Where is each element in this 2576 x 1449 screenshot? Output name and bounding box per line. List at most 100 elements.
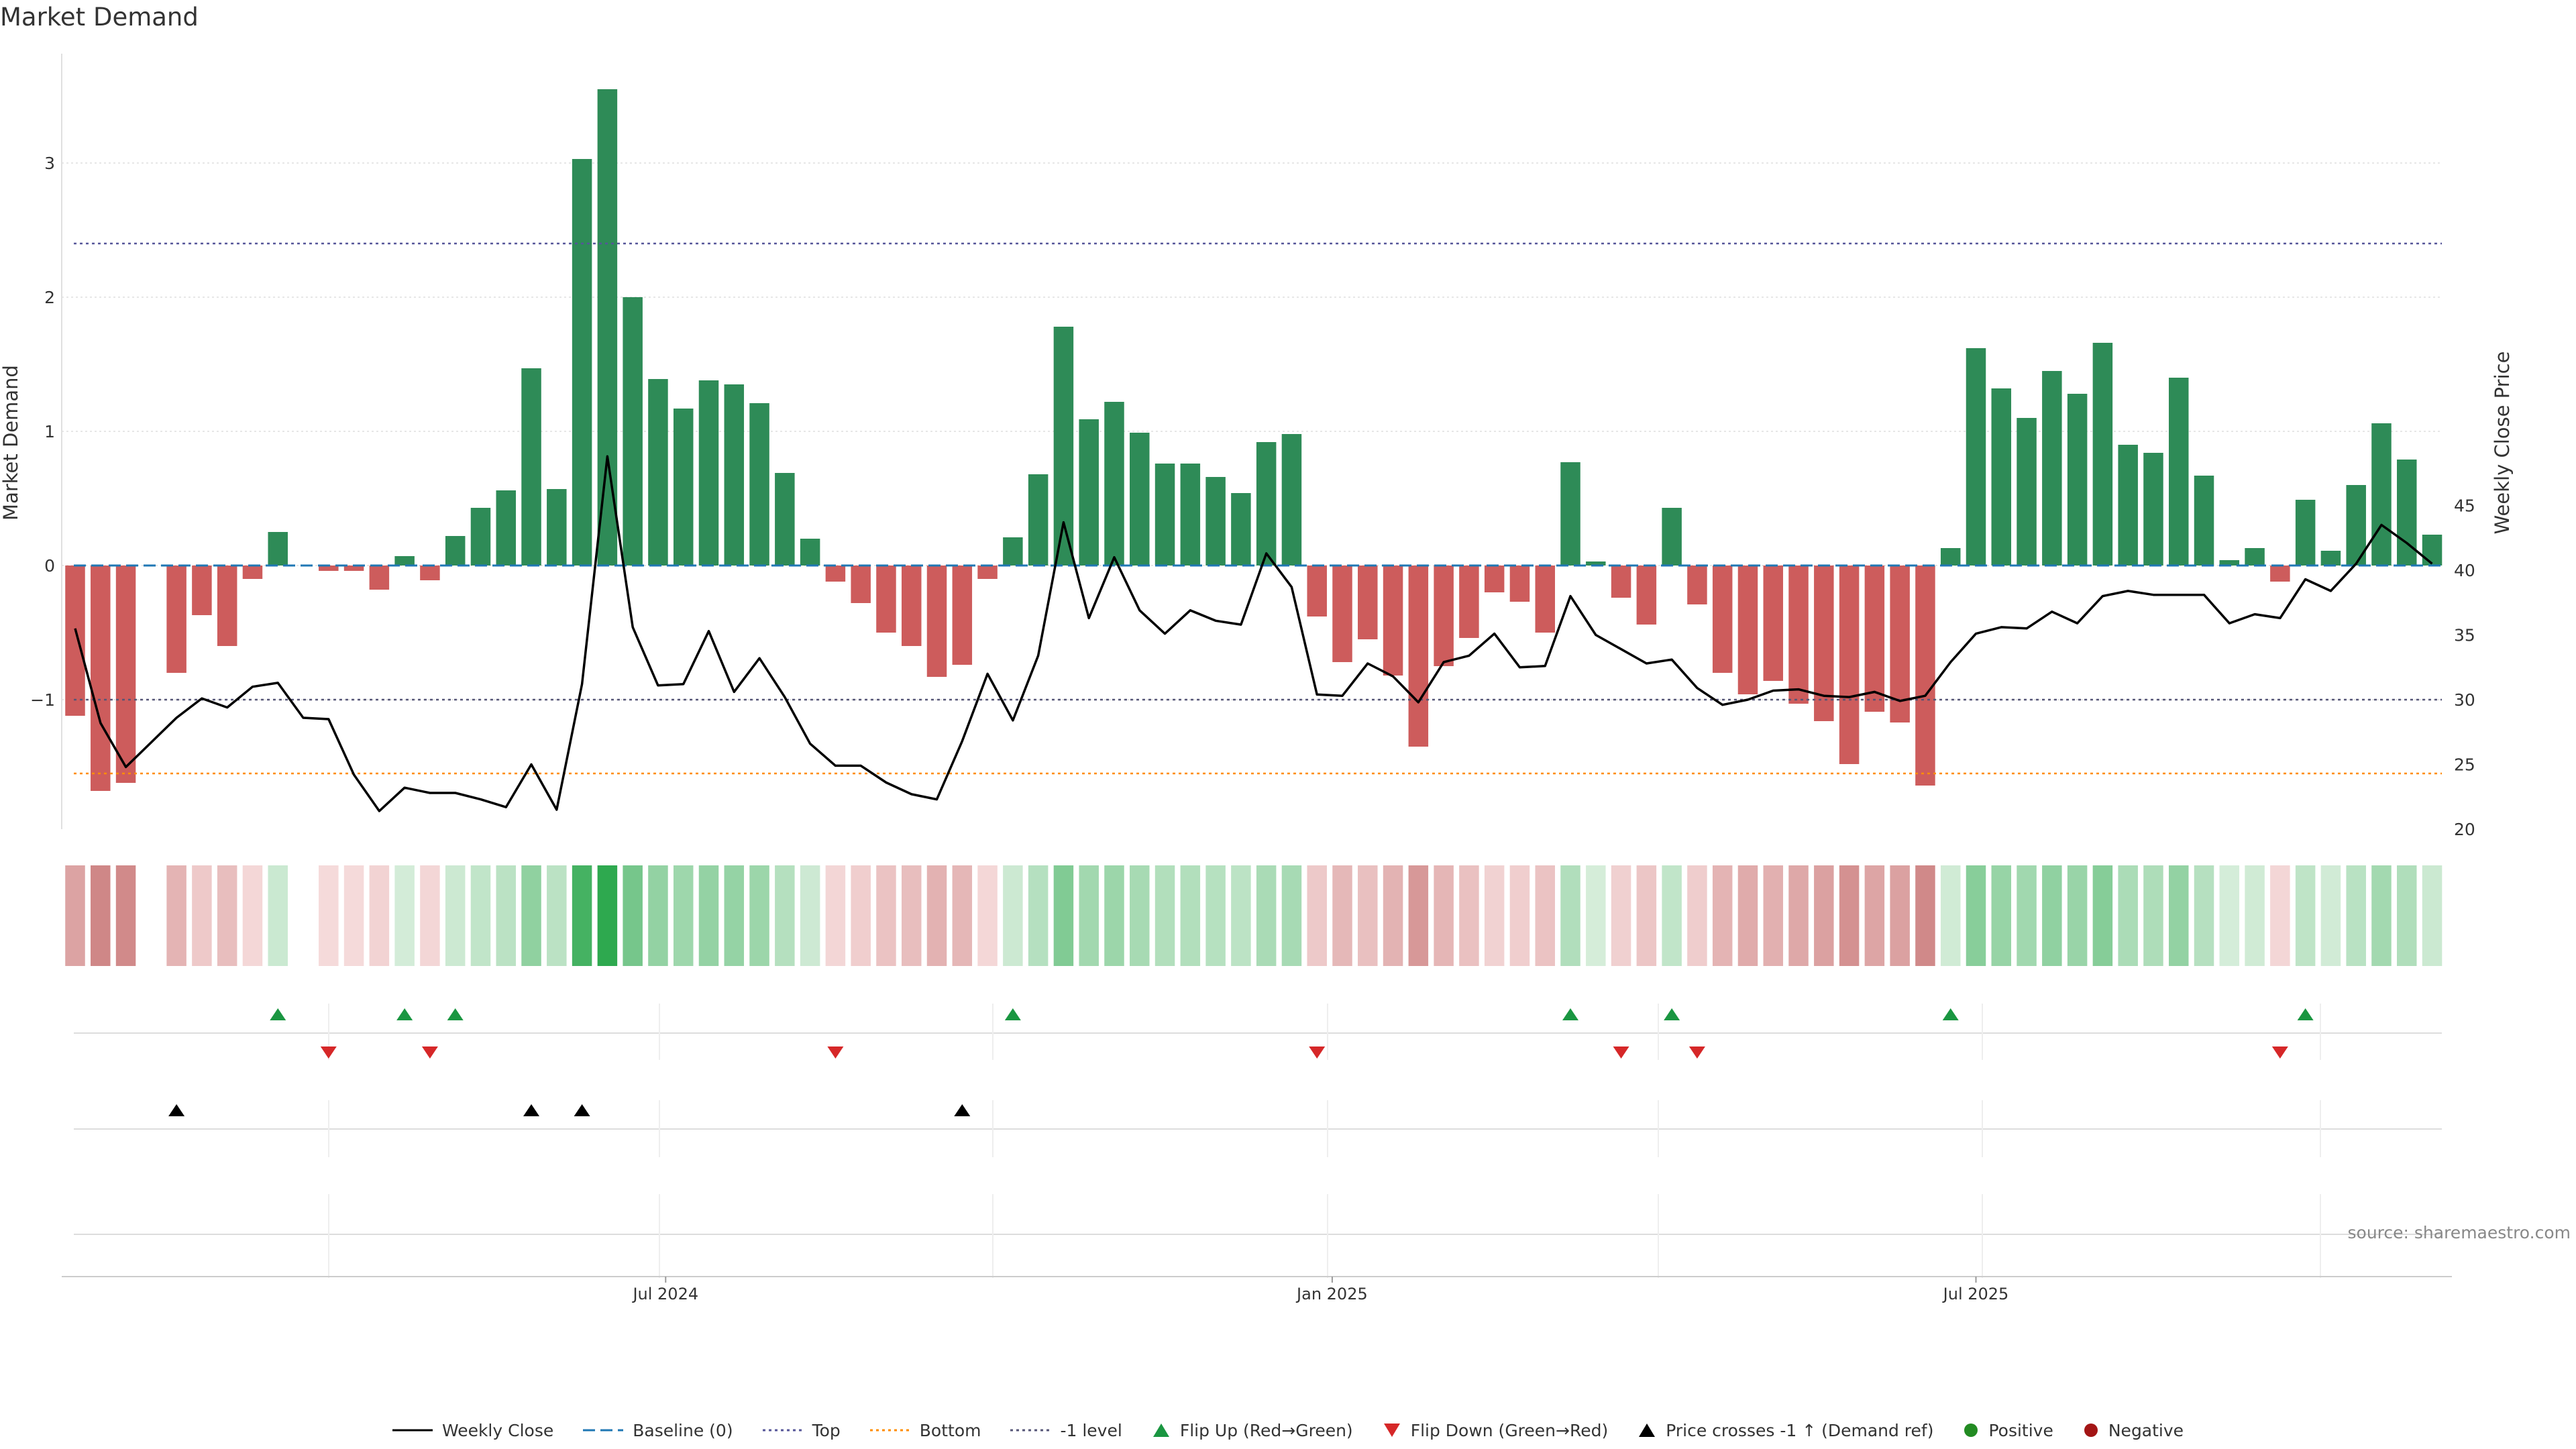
demand-bar — [2295, 500, 2316, 566]
heat-cell — [2017, 865, 2037, 966]
heat-cell — [1636, 865, 1657, 966]
legend-baseline: Baseline (0) — [583, 1421, 733, 1440]
demand-bar — [901, 566, 922, 646]
flip-up-marker — [1664, 1008, 1680, 1020]
heat-cell — [673, 865, 694, 966]
demand-bar — [2143, 453, 2163, 566]
heat-cell — [394, 865, 415, 966]
y-tick-label: 2 — [44, 288, 55, 307]
y-tick-label: 1 — [44, 422, 55, 441]
heat-cell — [1155, 865, 1175, 966]
heat-cell — [1890, 865, 1910, 966]
heat-cell — [1003, 865, 1023, 966]
demand-bar — [1205, 477, 1226, 566]
legend-flip-up-label: Flip Up (Red→Green) — [1179, 1420, 1353, 1440]
heat-cell — [1028, 865, 1049, 966]
heat-cell — [1788, 865, 1809, 966]
heat-cell — [2397, 865, 2417, 966]
demand-bar — [1966, 348, 1986, 566]
demand-bar — [268, 532, 288, 566]
flip-down-marker — [827, 1046, 844, 1059]
demand-bar — [800, 539, 820, 566]
demand-bar — [1028, 474, 1049, 566]
heat-cell — [1712, 865, 1733, 966]
heat-cell — [1434, 865, 1454, 966]
demand-bar — [2042, 371, 2062, 566]
demand-bar — [2118, 445, 2138, 566]
heat-cell — [2194, 865, 2214, 966]
legend-negative: Negative — [2083, 1421, 2184, 1440]
y2-tick-label: 45 — [2454, 496, 2475, 516]
event-markers — [74, 1004, 2442, 1278]
heat-cell — [775, 865, 795, 966]
demand-bar — [1586, 561, 1606, 566]
demand-bar — [217, 566, 237, 646]
heat-cell — [977, 865, 998, 966]
reference-lines — [74, 242, 2442, 775]
x-axis: Jul 2024 Jan 2025 Jul 2025 — [62, 1276, 2452, 1303]
demand-bars — [65, 89, 2443, 791]
demand-bar — [623, 297, 643, 566]
price-cross-marker — [168, 1104, 185, 1116]
heat-cell — [2219, 865, 2240, 966]
y-tick-label: 0 — [44, 556, 55, 576]
heat-cell — [1991, 865, 2012, 966]
demand-bar — [319, 566, 339, 571]
y-tick-label: 3 — [44, 154, 55, 173]
demand-bar — [2270, 566, 2290, 582]
legend-top-label: Top — [812, 1420, 841, 1440]
flip-up-marker — [447, 1008, 464, 1020]
heat-cell — [623, 865, 643, 966]
heat-cell — [1940, 865, 1961, 966]
demand-bar — [1737, 566, 1758, 694]
heat-cell — [166, 865, 186, 966]
demand-bar — [1687, 566, 1707, 604]
demand-bar — [1814, 566, 1834, 721]
demand-bar — [1180, 464, 1201, 566]
heat-cell — [952, 865, 973, 966]
demand-bar — [1155, 464, 1175, 566]
heat-cell — [825, 865, 846, 966]
y-axis-label: Market Demand — [0, 365, 22, 521]
demand-bar — [1940, 548, 1961, 566]
heat-cell — [2143, 865, 2163, 966]
heat-cell — [268, 865, 288, 966]
heat-cell — [1459, 865, 1479, 966]
demand-bar — [521, 368, 541, 566]
heat-cell — [1408, 865, 1429, 966]
heat-cell — [1814, 865, 1834, 966]
demand-bar — [369, 566, 390, 590]
demand-bar — [851, 566, 871, 603]
heat-cell — [800, 865, 820, 966]
price-cross-swatch — [1639, 1424, 1656, 1437]
heat-cell — [2270, 865, 2290, 966]
demand-bar — [1130, 433, 1150, 566]
heat-cell — [470, 865, 491, 966]
heat-cell — [65, 865, 85, 966]
heat-cell — [1966, 865, 1986, 966]
legend-top: Top — [762, 1420, 841, 1440]
demand-bar — [1712, 566, 1733, 673]
demand-bar — [1662, 508, 1682, 566]
y-tick-label: −1 — [30, 690, 55, 710]
legend-minus-one-label: -1 level — [1060, 1420, 1122, 1440]
heat-cell — [1864, 865, 1885, 966]
heat-cell — [1130, 865, 1150, 966]
legend-flip-up: Flip Up (Red→Green) — [1152, 1421, 1353, 1440]
legend-minus-one: -1 level — [1010, 1421, 1122, 1440]
demand-bar — [1383, 566, 1403, 676]
price-cross-marker — [574, 1104, 590, 1116]
demand-bar — [1358, 566, 1378, 639]
heat-cell — [1560, 865, 1580, 966]
demand-bar — [2194, 476, 2214, 566]
demand-bar — [2320, 551, 2341, 566]
demand-bar — [1636, 566, 1657, 625]
demand-bar — [597, 89, 618, 566]
heat-cell — [1307, 865, 1327, 966]
heat-cell — [572, 865, 592, 966]
flip-up-swatch — [1152, 1424, 1169, 1437]
demand-bar — [1408, 566, 1429, 747]
heat-cell — [2371, 865, 2392, 966]
demand-bar — [2168, 378, 2189, 566]
